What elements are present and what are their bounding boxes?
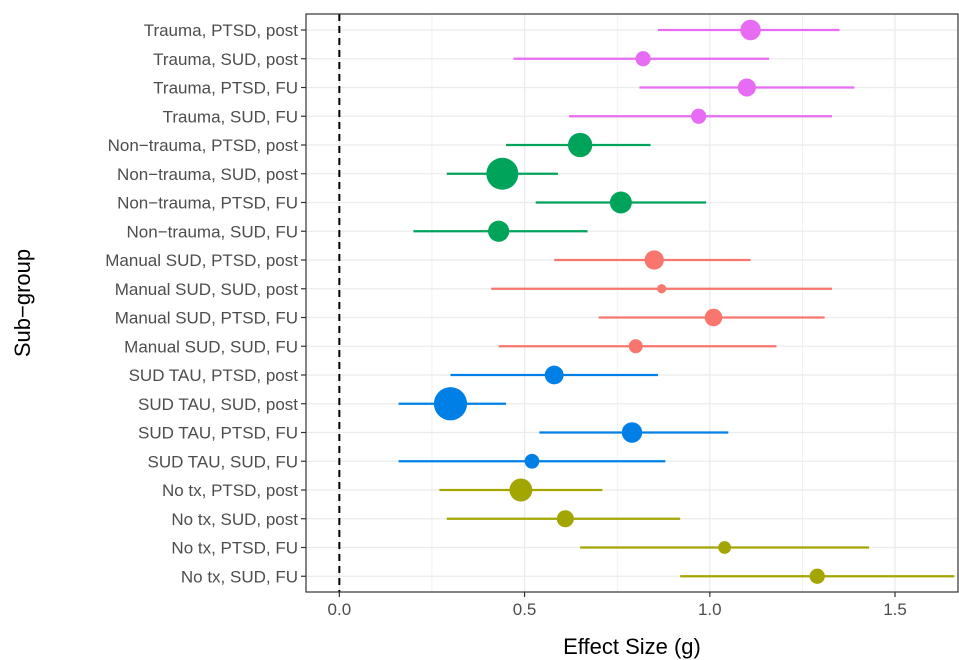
estimate-point xyxy=(433,387,468,421)
y-tick-label: Non−trauma, PTSD, FU xyxy=(117,194,298,213)
estimate-point xyxy=(809,568,825,584)
y-tick-label: SUD TAU, SUD, post xyxy=(138,395,298,414)
estimate-point xyxy=(704,308,723,327)
y-tick-label: Manual SUD, SUD, FU xyxy=(124,337,298,356)
estimate-point xyxy=(644,250,664,270)
estimate-point xyxy=(488,220,510,242)
estimate-point xyxy=(486,157,519,190)
estimate-point xyxy=(544,365,564,385)
estimate-point xyxy=(567,132,593,158)
plot-panel-border xyxy=(305,13,959,593)
x-axis-title: Effect Size (g) xyxy=(563,634,701,659)
estimate-point xyxy=(737,78,756,97)
estimate-point xyxy=(556,510,574,528)
estimate-point xyxy=(635,51,651,67)
estimate-point xyxy=(509,478,533,502)
y-tick-label: Trauma, PTSD, FU xyxy=(153,79,298,98)
y-tick-label: Trauma, PTSD, post xyxy=(144,21,299,40)
y-tick-label: No tx, PTSD, post xyxy=(162,481,298,500)
estimate-point xyxy=(609,191,632,214)
y-tick-label: Non−trauma, PTSD, post xyxy=(108,136,299,155)
y-tick-label: SUD TAU, PTSD, FU xyxy=(138,424,298,443)
estimate-point xyxy=(524,453,540,469)
data-marks xyxy=(398,19,955,584)
y-tick-label: SUD TAU, SUD, FU xyxy=(148,452,299,471)
estimate-point xyxy=(740,19,761,41)
estimate-point xyxy=(621,422,643,443)
x-tick-label: 1.0 xyxy=(698,600,722,619)
estimate-point xyxy=(691,108,707,124)
grid-lines xyxy=(306,14,958,592)
y-tick-label: Manual SUD, PTSD, FU xyxy=(115,309,298,328)
y-tick-label: SUD TAU, PTSD, post xyxy=(129,366,299,385)
estimate-point xyxy=(628,339,643,354)
x-axis-ticks: 0.0 0.5 1.0 1.5 xyxy=(328,592,907,619)
y-tick-label: Non−trauma, SUD, FU xyxy=(127,222,298,241)
x-tick-label: 0.5 xyxy=(513,600,537,619)
x-tick-label: 0.0 xyxy=(328,600,352,619)
estimate-point xyxy=(657,284,667,294)
y-axis-ticks: Trauma, PTSD, post Trauma, SUD, post Traum… xyxy=(105,21,306,586)
x-tick-label: 1.5 xyxy=(883,600,907,619)
y-tick-label: Trauma, SUD, FU xyxy=(163,107,298,126)
estimate-point xyxy=(718,541,732,554)
y-tick-label: Trauma, SUD, post xyxy=(153,50,298,69)
y-tick-label: Non−trauma, SUD, post xyxy=(117,165,298,184)
y-tick-label: Manual SUD, SUD, post xyxy=(115,280,299,299)
y-axis-title: Sub−group xyxy=(10,249,35,357)
y-tick-label: Manual SUD, PTSD, post xyxy=(105,251,298,270)
y-tick-label: No tx, SUD, FU xyxy=(181,567,298,586)
y-tick-label: No tx, SUD, post xyxy=(171,510,298,529)
y-tick-label: No tx, PTSD, FU xyxy=(171,539,298,558)
